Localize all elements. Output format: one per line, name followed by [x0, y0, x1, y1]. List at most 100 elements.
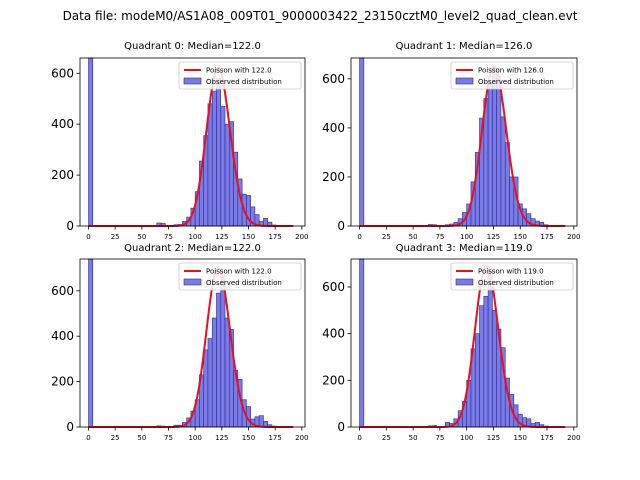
x-tick-label: 0 [86, 434, 90, 442]
x-tick-label: 200 [295, 233, 308, 241]
x-tick-label: 50 [409, 233, 418, 241]
histogram-bar [479, 305, 485, 428]
y-tick-label: 400 [322, 327, 345, 341]
histogram-bar [211, 90, 217, 227]
y-tick-label: 600 [322, 72, 345, 86]
legend: Poisson with 122.0 Observed distribution [178, 61, 302, 90]
x-tick-label: 100 [460, 434, 473, 442]
y-tick-label: 0 [66, 420, 74, 434]
legend-bar-swatch [183, 77, 202, 85]
y-tick-label: 200 [322, 373, 345, 387]
x-tick-label: 175 [540, 434, 553, 442]
axes-frame [350, 258, 578, 428]
histogram-bar [211, 317, 217, 428]
legend-label: Observed distribution [206, 78, 282, 86]
histogram-bar [258, 415, 264, 428]
legend-box [178, 61, 302, 90]
x-tick-label: 25 [111, 233, 120, 241]
x-tick-label: 200 [567, 233, 580, 241]
y-tick-label: 400 [51, 117, 74, 131]
histogram-bar [483, 296, 489, 428]
x-tick-label: 125 [215, 233, 228, 241]
x-tick-label: 150 [242, 434, 255, 442]
legend-box [178, 262, 302, 291]
legend-label: Poisson with 122.0 [206, 67, 272, 75]
x-tick-label: 100 [460, 233, 473, 241]
subplot-quadrant-0: Quadrant 0: Median=122.0 0 25 50 75 100 125 15… [51, 41, 308, 241]
legend: Poisson with 119.0 Observed distribution [450, 262, 574, 291]
figure-suptitle: Data file: modeM0/AS1A08_009T01_90000034… [63, 9, 578, 23]
y-tick-label: 0 [337, 420, 345, 434]
subplot-quadrant-2: Quadrant 2: Median=122.0 0 25 50 75 100 125 15… [51, 243, 308, 442]
y-tick-label: 0 [66, 219, 74, 233]
y-tick-label: 600 [51, 284, 74, 298]
histogram-bar [224, 123, 230, 227]
x-tick-label: 150 [514, 233, 527, 241]
x-tick-label: 75 [164, 233, 173, 241]
x-tick-label: 25 [111, 434, 120, 442]
histogram-bar [359, 258, 365, 428]
subplot-title: Quadrant 3: Median=119.0 [396, 243, 533, 254]
x-tick-label: 50 [137, 233, 146, 241]
x-tick-label: 125 [487, 434, 500, 442]
legend: Poisson with 122.0 Observed distribution [178, 262, 302, 291]
x-tick-label: 125 [215, 434, 228, 442]
x-tick-label: 75 [435, 434, 444, 442]
y-tick-label: 400 [51, 329, 74, 343]
x-tick-label: 50 [409, 434, 418, 442]
legend-label: Poisson with 126.0 [478, 67, 544, 75]
histogram-bar [474, 333, 480, 428]
y-tick-label: 600 [322, 280, 345, 294]
x-tick-label: 100 [188, 434, 201, 442]
poisson-fit-line [359, 65, 566, 227]
x-tick-label: 175 [540, 233, 553, 241]
histogram-bars [359, 57, 549, 227]
y-tick-label: 200 [51, 168, 74, 182]
legend-label: Observed distribution [478, 78, 554, 86]
legend-label: Observed distribution [478, 279, 554, 287]
x-tick-label: 25 [382, 233, 391, 241]
x-tick-label: 75 [164, 434, 173, 442]
x-tick-label: 150 [242, 233, 255, 241]
histogram-bar [359, 57, 365, 227]
histogram-bar [492, 310, 497, 428]
legend-box [450, 61, 574, 90]
x-tick-label: 0 [357, 233, 361, 241]
legend-bar-swatch [455, 278, 474, 286]
subplot-title: Quadrant 2: Median=122.0 [124, 243, 261, 254]
x-tick-label: 150 [514, 434, 527, 442]
legend-bar-swatch [183, 278, 202, 286]
subplot-quadrant-3: Quadrant 3: Median=119.0 0 25 50 75 100 125 15… [322, 243, 580, 442]
legend-bar-swatch [455, 77, 474, 85]
legend: Poisson with 126.0 Observed distribution [450, 61, 574, 90]
x-tick-label: 25 [382, 434, 391, 442]
x-tick-label: 200 [295, 434, 308, 442]
histogram-bar [496, 76, 502, 227]
histogram-bar [487, 270, 493, 428]
x-tick-label: 175 [268, 233, 281, 241]
x-tick-label: 0 [357, 434, 361, 442]
y-tick-label: 600 [51, 66, 74, 80]
legend-label: Poisson with 119.0 [478, 268, 544, 276]
axes-frame [350, 57, 578, 227]
histogram-bar [216, 292, 222, 428]
x-tick-label: 50 [137, 434, 146, 442]
histogram-bar [203, 349, 209, 428]
histogram-bar [88, 258, 94, 428]
histogram-bar [224, 317, 230, 428]
histogram-bar [487, 83, 493, 227]
axes-frame [79, 258, 306, 428]
x-tick-label: 75 [435, 233, 444, 241]
histogram-bar [220, 274, 226, 428]
x-tick-label: 200 [567, 434, 580, 442]
x-tick-label: 100 [188, 233, 201, 241]
x-tick-label: 125 [487, 233, 500, 241]
poisson-fit-line [88, 67, 294, 227]
histogram-bar [492, 68, 497, 227]
axes-frame [79, 57, 306, 227]
y-tick-label: 0 [337, 219, 345, 233]
histogram-bar [220, 106, 226, 227]
histogram-bar [207, 338, 213, 428]
histogram-bar [88, 57, 94, 227]
